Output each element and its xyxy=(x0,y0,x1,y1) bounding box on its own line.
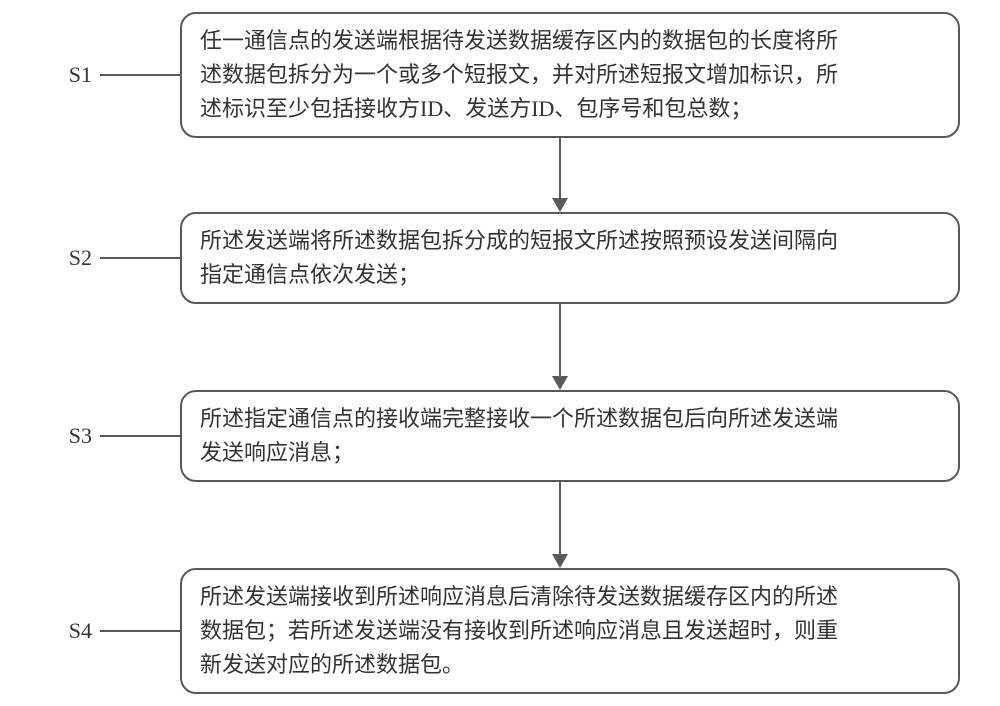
arrow-2 xyxy=(0,302,1000,390)
step-text-s1: 任一通信点的发送端根据待发送数据缓存区内的数据包的长度将所 述数据包拆分为一个或… xyxy=(200,24,940,126)
step-label-s4: S4 xyxy=(0,618,100,644)
arrow-shaft-3 xyxy=(559,480,561,554)
arrow-head-1 xyxy=(552,198,568,212)
connector-s3 xyxy=(100,435,180,437)
connector-s2 xyxy=(100,257,180,259)
arrow-head-3 xyxy=(552,554,568,568)
step-row-s1: S1 任一通信点的发送端根据待发送数据缓存区内的数据包的长度将所 述数据包拆分为… xyxy=(0,12,960,138)
step-label-s3: S3 xyxy=(0,423,100,449)
arrow-shaft-2 xyxy=(559,302,561,376)
arrow-1 xyxy=(0,136,1000,212)
step-id-s2: S2 xyxy=(69,245,92,271)
arrow-shaft-1 xyxy=(559,136,561,198)
step-text-s3: 所述指定通信点的接收端完整接收一个所述数据包后向所述发送端 发送响应消息； xyxy=(200,402,940,470)
arrow-3 xyxy=(0,480,1000,568)
step-id-s1: S1 xyxy=(69,62,92,88)
step-row-s4: S4 所述发送端接收到所述响应消息后清除待发送数据缓存区内的所述 数据包；若所述… xyxy=(0,568,960,694)
step-id-s4: S4 xyxy=(69,618,92,644)
step-text-s2: 所述发送端将所述数据包拆分成的短报文所述按照预设发送间隔向 指定通信点依次发送； xyxy=(200,224,940,292)
step-box-s3: 所述指定通信点的接收端完整接收一个所述数据包后向所述发送端 发送响应消息； xyxy=(180,390,960,482)
step-box-s1: 任一通信点的发送端根据待发送数据缓存区内的数据包的长度将所 述数据包拆分为一个或… xyxy=(180,12,960,138)
step-label-s1: S1 xyxy=(0,62,100,88)
arrow-head-2 xyxy=(552,376,568,390)
step-text-s4: 所述发送端接收到所述响应消息后清除待发送数据缓存区内的所述 数据包；若所述发送端… xyxy=(200,580,940,682)
step-row-s2: S2 所述发送端将所述数据包拆分成的短报文所述按照预设发送间隔向 指定通信点依次… xyxy=(0,212,960,304)
step-id-s3: S3 xyxy=(69,423,92,449)
connector-s1 xyxy=(100,74,180,76)
step-label-s2: S2 xyxy=(0,245,100,271)
step-row-s3: S3 所述指定通信点的接收端完整接收一个所述数据包后向所述发送端 发送响应消息； xyxy=(0,390,960,482)
step-box-s4: 所述发送端接收到所述响应消息后清除待发送数据缓存区内的所述 数据包；若所述发送端… xyxy=(180,568,960,694)
step-box-s2: 所述发送端将所述数据包拆分成的短报文所述按照预设发送间隔向 指定通信点依次发送； xyxy=(180,212,960,304)
connector-s4 xyxy=(100,630,180,632)
